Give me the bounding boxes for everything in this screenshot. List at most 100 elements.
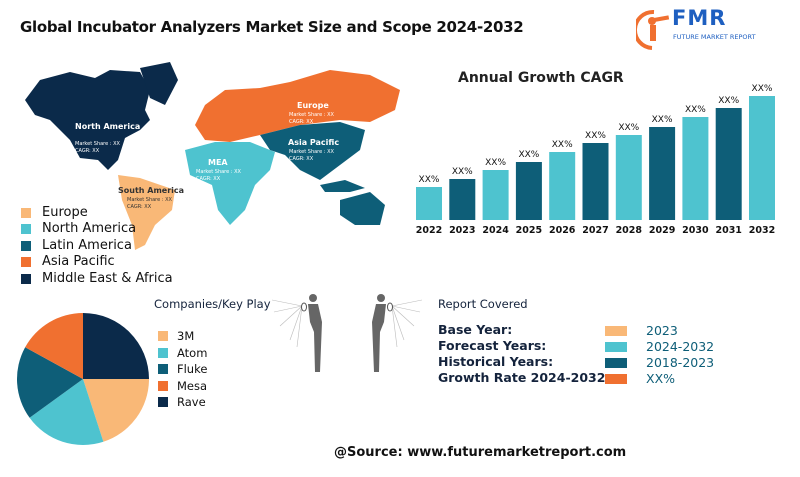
region-legend-item: Asia Pacific <box>21 254 115 269</box>
pie-legend-item: 3M <box>158 329 194 343</box>
pie-legend-item: Mesa <box>158 379 207 393</box>
pie-legend-item: Fluke <box>158 362 207 376</box>
bar-2022 <box>416 187 442 220</box>
bar-data-label: XX% <box>552 140 573 150</box>
x-tick-label: 2032 <box>749 225 775 236</box>
legend-label: Rave <box>177 395 206 409</box>
bar-2032 <box>749 96 775 220</box>
region-legend-item: Latin America <box>21 238 132 253</box>
legend-label: Middle East & Africa <box>42 271 173 286</box>
legend-swatch <box>21 256 31 267</box>
telescope-person-icon <box>636 9 670 50</box>
bar-data-label: XX% <box>685 105 706 115</box>
legend-swatch <box>158 331 168 341</box>
legend-swatch <box>21 240 31 251</box>
pie-legend-item: Rave <box>158 395 206 409</box>
legend-swatch <box>21 207 31 218</box>
report-swatch <box>605 342 627 352</box>
report-swatch <box>605 358 627 368</box>
pie-slice-3m <box>83 379 149 442</box>
map-greenland <box>140 62 178 105</box>
map-europe-russia <box>195 70 400 142</box>
map-share-mea: Market Share : XX <box>196 169 241 175</box>
source-link[interactable]: @Source: www.futuremarketreport.com <box>334 445 627 460</box>
map-label-north-america: North America <box>75 122 141 131</box>
x-tick-label: 2029 <box>649 225 675 236</box>
pie-chart <box>17 313 149 445</box>
map-se-asia <box>320 180 365 192</box>
map-share-south-america: Market Share : XX <box>127 197 172 203</box>
legend-swatch <box>158 380 168 391</box>
legend-label: Latin America <box>42 238 132 253</box>
bar-data-label: XX% <box>452 167 473 177</box>
legend-label: 3M <box>177 329 195 343</box>
legend-swatch <box>21 273 31 284</box>
map-south-america <box>118 175 175 250</box>
logo-text: FMR <box>672 6 727 30</box>
bar-chart-title: Annual Growth CAGR <box>458 70 624 86</box>
bar-2025 <box>515 162 542 220</box>
report-swatch <box>605 326 627 336</box>
bar-data-label: XX% <box>618 123 639 133</box>
map-label-europe: Europe <box>297 101 329 110</box>
report-label-growth-rate: Growth Rate 2024-2032: <box>438 370 611 385</box>
logo-subtext: FUTURE MARKET REPORT <box>673 33 756 41</box>
world-map <box>25 62 400 250</box>
bar-2028 <box>615 135 642 220</box>
map-north-america <box>25 70 150 170</box>
legend-swatch <box>158 364 168 374</box>
map-cagr-asia-pacific: CAGR: XX <box>289 156 314 162</box>
report-value-growth-rate: XX% <box>646 371 676 386</box>
x-tick-label: 2027 <box>582 225 608 236</box>
map-cagr-mea: CAGR: XX <box>196 176 221 182</box>
x-tick-label: 2028 <box>616 225 643 236</box>
bar-data-label: XX% <box>652 115 673 125</box>
bar-data-label: XX% <box>752 84 773 94</box>
region-legend-item: Middle East & Africa <box>21 271 173 286</box>
pie-chart-title: Companies/Key Play <box>154 297 271 311</box>
bar-data-label: XX% <box>585 131 606 141</box>
bar-data-label: XX% <box>518 150 539 160</box>
bar-2026 <box>549 152 576 220</box>
region-legend-item: North America <box>21 221 136 236</box>
report-label-forecast-years: Forecast Years: <box>438 338 547 353</box>
bar-2029 <box>649 127 676 220</box>
map-cagr-north-america: CAGR: XX <box>75 148 100 154</box>
map-label-mea: MEA <box>208 158 228 167</box>
pie-legend-item: Atom <box>158 346 207 360</box>
legend-label: Asia Pacific <box>42 254 115 269</box>
report-swatch <box>605 374 627 384</box>
map-australia <box>340 192 385 225</box>
x-tick-label: 2026 <box>549 225 576 236</box>
bar-2024 <box>482 170 509 220</box>
x-tick-label: 2031 <box>715 225 741 236</box>
bar-2031 <box>715 108 742 220</box>
legend-label: Europe <box>42 205 88 220</box>
page-title: Global Incubator Analyzers Market Size a… <box>20 18 524 36</box>
map-cagr-europe: CAGR: XX <box>289 119 314 125</box>
report-value-forecast-years: 2024-2032 <box>646 339 715 354</box>
bar-data-label: XX% <box>485 158 506 168</box>
legend-swatch <box>21 223 31 234</box>
legend-label: Atom <box>177 345 208 360</box>
region-legend-item: Europe <box>21 205 88 220</box>
x-tick-label: 2025 <box>516 225 542 236</box>
report-title: Report Covered <box>438 297 528 311</box>
report-value-base-year: 2023 <box>646 323 678 338</box>
legend-swatch <box>158 347 168 358</box>
x-tick-label: 2024 <box>482 225 509 236</box>
report-label-historical-years: Historical Years: <box>438 354 554 369</box>
map-share-north-america: Market Share : XX <box>75 141 120 147</box>
map-label-asia-pacific: Asia Pacific <box>288 138 340 147</box>
fmr-logo: FMR FUTURE MARKET REPORT <box>636 6 776 50</box>
pie-slice-atom <box>29 379 104 445</box>
legend-label: Fluke <box>177 362 208 376</box>
legend-label: Mesa <box>177 378 208 393</box>
report-label-base-year: Base Year: <box>438 322 513 337</box>
legend-label: North America <box>42 221 137 236</box>
map-mea <box>185 142 275 225</box>
pie-slice-rave <box>83 313 149 379</box>
bar-chart: XX% 2022 XX% 2023 XX% 2024 XX% 2025 XX% 2026 XX% 20… <box>416 84 775 236</box>
bar-2023 <box>449 179 476 220</box>
report-value-historical-years: 2018-2023 <box>646 355 715 370</box>
